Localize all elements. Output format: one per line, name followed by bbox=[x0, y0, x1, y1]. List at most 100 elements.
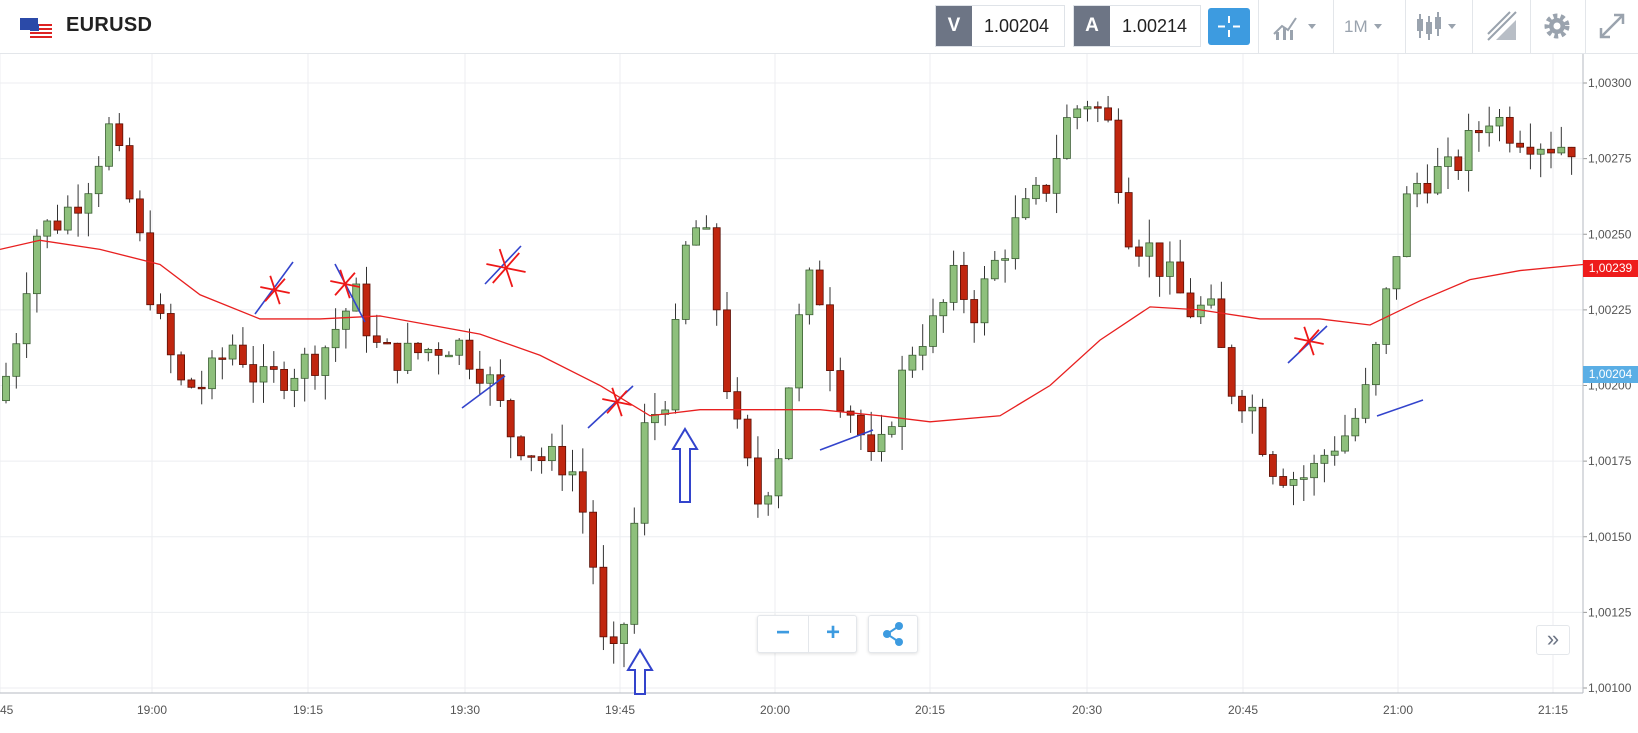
timeframe-label: 1M bbox=[1344, 17, 1368, 36]
candle-body bbox=[424, 349, 433, 354]
candle-body bbox=[826, 304, 834, 371]
candle-body bbox=[403, 342, 412, 371]
candle-body bbox=[1124, 192, 1133, 248]
share-button[interactable] bbox=[869, 616, 917, 652]
candle-body bbox=[702, 227, 711, 230]
candle-body bbox=[22, 293, 31, 345]
fullscreen-button[interactable] bbox=[1592, 6, 1632, 46]
settings-button[interactable] bbox=[1537, 6, 1577, 46]
candle-body bbox=[1526, 146, 1535, 155]
candle-body bbox=[177, 354, 186, 381]
candle-body bbox=[1248, 406, 1257, 412]
candle-body bbox=[681, 244, 690, 320]
candle-body bbox=[135, 198, 144, 234]
toolbar-divider bbox=[1472, 0, 1473, 54]
candle-body bbox=[568, 471, 577, 476]
candle-body bbox=[1269, 454, 1277, 477]
candle-body bbox=[836, 370, 845, 412]
candle-body bbox=[630, 522, 639, 625]
candle-body bbox=[1341, 435, 1349, 452]
candle-body bbox=[2, 375, 10, 402]
candle-body bbox=[908, 354, 917, 371]
trend-line bbox=[484, 245, 522, 285]
candle-body bbox=[980, 278, 989, 324]
candle-body bbox=[12, 343, 21, 377]
candle-type-button[interactable] bbox=[1412, 6, 1468, 46]
candle-body bbox=[311, 353, 319, 376]
candle-body bbox=[1063, 117, 1071, 159]
candle-body bbox=[228, 344, 237, 360]
candle-body bbox=[105, 123, 113, 167]
candle-body bbox=[929, 315, 937, 347]
candle-body bbox=[712, 227, 721, 311]
candle-body bbox=[1495, 116, 1504, 127]
trend-line bbox=[1376, 399, 1424, 417]
candle-body bbox=[362, 283, 371, 337]
crosshair-button[interactable] bbox=[1208, 8, 1250, 45]
candle-body bbox=[537, 456, 546, 462]
candle-body bbox=[1093, 106, 1102, 109]
candle-body bbox=[990, 259, 999, 280]
candle-body bbox=[486, 374, 495, 384]
buy-label: A bbox=[1074, 6, 1110, 46]
sell-price: 1.00204 bbox=[984, 16, 1050, 36]
x-tick-label: 19:15 bbox=[293, 703, 323, 717]
candle-body bbox=[733, 391, 742, 420]
candle-body bbox=[259, 366, 268, 383]
candle-body bbox=[1052, 158, 1061, 194]
x-tick-label: 20:30 bbox=[1072, 703, 1102, 717]
scroll-to-latest-button[interactable]: » bbox=[1536, 625, 1570, 655]
red-star-mark bbox=[264, 278, 286, 302]
candle-body bbox=[1423, 182, 1432, 194]
toolbar-divider bbox=[1333, 0, 1334, 54]
y-tick-label: 1,00225 bbox=[1588, 303, 1632, 317]
candle-body bbox=[1135, 246, 1143, 257]
drawing-icon bbox=[1487, 11, 1517, 41]
candle-body bbox=[1289, 479, 1298, 486]
candle-body bbox=[692, 227, 700, 246]
trend-line bbox=[461, 375, 506, 409]
candle-body bbox=[1351, 417, 1360, 437]
candle-body bbox=[723, 309, 731, 393]
candle-body bbox=[949, 264, 958, 303]
candle-body bbox=[187, 379, 196, 388]
buy-quote-button[interactable]: A 1.00214 bbox=[1073, 5, 1201, 47]
candle-body bbox=[393, 342, 402, 371]
candle-body bbox=[1372, 343, 1380, 386]
candle-body bbox=[455, 339, 464, 356]
candle-body bbox=[1320, 454, 1329, 464]
zoom-in-button[interactable]: + bbox=[825, 619, 840, 646]
candle-body bbox=[1176, 261, 1185, 294]
candle-body bbox=[43, 220, 52, 237]
candle-body bbox=[465, 339, 474, 370]
y-tick-label: 1,00150 bbox=[1588, 530, 1632, 544]
trend-line bbox=[334, 263, 366, 323]
candle-body bbox=[1145, 242, 1154, 257]
candle-body bbox=[1258, 406, 1267, 455]
candle-body bbox=[218, 357, 227, 360]
candle-body bbox=[321, 347, 330, 376]
candle-body bbox=[1444, 156, 1452, 167]
timeframe-dropdown[interactable]: 1M bbox=[1340, 6, 1400, 46]
toolbar-divider bbox=[1405, 0, 1406, 54]
y-tick-label: 1,00275 bbox=[1588, 152, 1632, 166]
sell-quote-button[interactable]: V 1.00204 bbox=[935, 5, 1065, 47]
drawing-tools-button[interactable] bbox=[1482, 6, 1522, 46]
moving-average-line bbox=[0, 239, 1584, 423]
indicator-button[interactable] bbox=[1270, 6, 1330, 46]
price-chart[interactable]: 1,003001,002751,002501,002251,002001,001… bbox=[0, 54, 1638, 733]
candle-body bbox=[434, 349, 443, 356]
candle-body bbox=[640, 422, 649, 524]
bid-price-tag: 1,00204 bbox=[1583, 366, 1638, 383]
candle-body bbox=[877, 433, 886, 453]
y-tick-label: 1,00250 bbox=[1588, 227, 1632, 241]
zoom-out-button[interactable]: − bbox=[758, 616, 809, 652]
candle-body bbox=[1155, 242, 1164, 277]
zoom-controls: − + bbox=[757, 615, 857, 653]
candle-body bbox=[1330, 450, 1339, 456]
candle-body bbox=[1166, 261, 1174, 277]
toolbar-divider bbox=[1258, 0, 1259, 54]
candle-body bbox=[1238, 395, 1246, 412]
candle-body bbox=[1485, 125, 1494, 134]
toolbar-divider bbox=[1530, 0, 1531, 54]
